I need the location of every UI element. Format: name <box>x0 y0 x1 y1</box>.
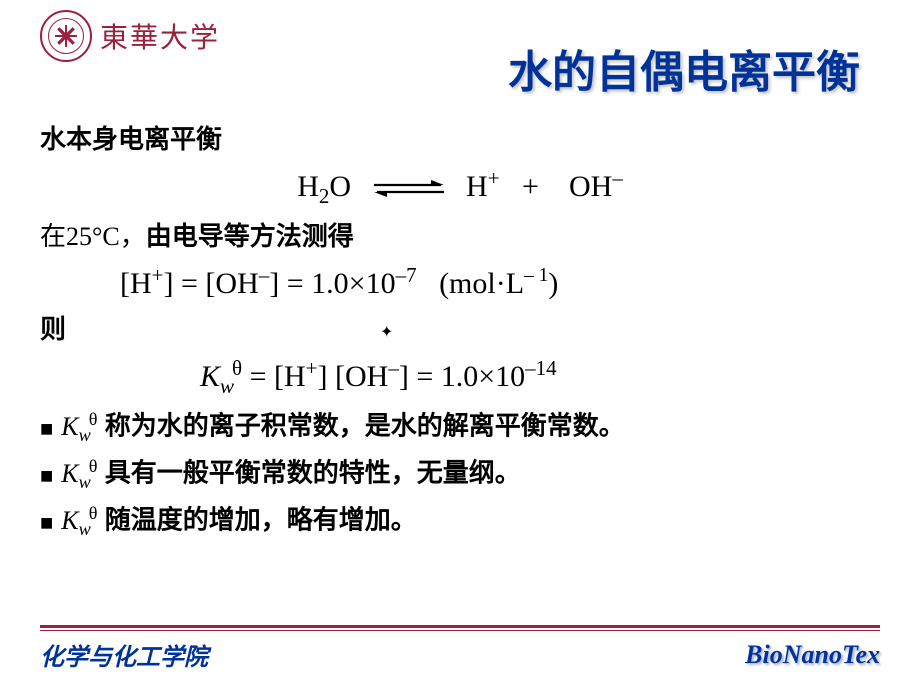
b1-rest: 称为水的离子积常数，是水的解离平衡常数。 <box>98 411 625 441</box>
footer: 化学与化工学院 BioNanoTex <box>40 625 880 672</box>
b3-theta: θ <box>89 503 98 523</box>
square-bullet-icon: ■ <box>40 412 53 445</box>
b2-rest: 具有一般平衡常数的特性，无量纲。 <box>98 458 521 488</box>
eq1-o: O <box>329 170 351 203</box>
bullet-1: ■ Kwθ 称为水的离子积常数，是水的解离平衡常数。 <box>40 406 880 449</box>
footer-rule-thick <box>40 625 880 628</box>
equation-3: Kwθ = [H+] [OH–] = 1.0×10–14 <box>40 353 880 403</box>
brand-name: BioNanoTex <box>745 640 880 670</box>
b1-theta: θ <box>89 409 98 429</box>
intro-line: 水本身电离平衡 <box>40 120 880 159</box>
eq2-unit-open: (mol·L <box>439 267 524 300</box>
slide: 東華大学 水的自偶电离平衡 水本身电离平衡 H2O H+ + OH– 在25°C… <box>0 0 920 690</box>
eq1-minus-sup: – <box>612 166 623 190</box>
b1-k: K <box>61 412 78 441</box>
equilibrium-arrow-icon <box>369 167 449 212</box>
eq1-h: H <box>297 170 319 203</box>
eq1-plus-sup: + <box>488 166 500 190</box>
eq1-hplus: H <box>466 170 488 203</box>
bullet-3: ■ Kwθ 随温度的增加，略有增加。 <box>40 500 880 543</box>
condition-line: 在25°C，由电导等方法测得 <box>40 217 880 256</box>
equation-1: H2O H+ + OH– <box>40 163 880 213</box>
bullet-2-text: Kwθ 具有一般平衡常数的特性，无量纲。 <box>61 453 880 496</box>
b2-theta: θ <box>89 456 98 476</box>
b3-k: K <box>61 506 78 535</box>
eq2-exp: –7 <box>396 263 417 287</box>
bullet-3-text: Kwθ 随温度的增加，略有增加。 <box>61 500 880 543</box>
bullet-2: ■ Kwθ 具有一般平衡常数的特性，无量纲。 <box>40 453 880 496</box>
eq1-sub2: 2 <box>319 184 330 208</box>
cond-a: 在25°C， <box>40 222 146 251</box>
bullet-1-text: Kwθ 称为水的离子积常数，是水的解离平衡常数。 <box>61 406 880 449</box>
university-name: 東華大学 <box>100 16 220 56</box>
eq1-plus: + <box>522 170 539 203</box>
eq2-unit-exp: – 1 <box>524 265 548 286</box>
square-bullet-icon: ■ <box>40 506 53 539</box>
square-bullet-icon: ■ <box>40 459 53 492</box>
university-logo <box>40 10 92 62</box>
content-area: 水本身电离平衡 H2O H+ + OH– 在25°C，由电导等方法测得 [H+]… <box>40 120 880 543</box>
b3-rest: 随温度的增加，略有增加。 <box>98 505 417 535</box>
equation-2: [H+] = [OH–] = 1.0×10–7 (mol·L– 1) <box>40 260 880 306</box>
cond-b: 由电导等方法测得 <box>146 221 354 251</box>
b2-k: K <box>61 459 78 488</box>
eq1-oh: OH <box>569 170 612 203</box>
department-name: 化学与化工学院 <box>40 637 208 672</box>
eq2-unit-close: ) <box>548 267 558 300</box>
eq3-exp: –14 <box>525 356 557 380</box>
eq3-k: K <box>200 360 220 393</box>
eq3-theta: θ <box>232 356 242 380</box>
footer-rule-thin <box>40 630 880 631</box>
then-line: 则 <box>40 310 880 349</box>
